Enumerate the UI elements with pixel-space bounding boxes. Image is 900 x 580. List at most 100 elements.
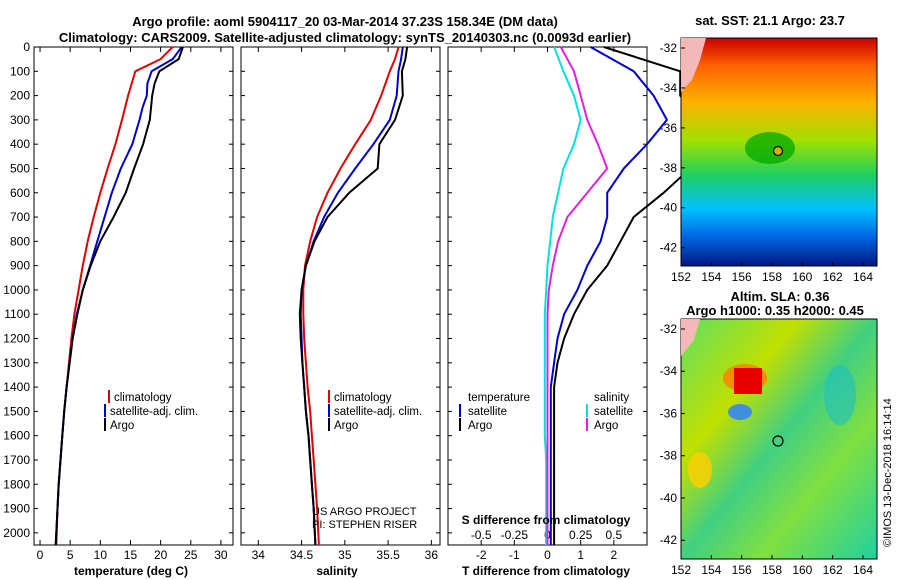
depth-tick-label: 800 bbox=[10, 234, 30, 248]
map-lon-label: 164 bbox=[853, 270, 873, 284]
map-lat-label: -42 bbox=[660, 533, 678, 547]
series-line-satellite-adj-clim- bbox=[299, 46, 404, 546]
sla-peak bbox=[734, 368, 762, 394]
map-lat-label: -32 bbox=[660, 41, 678, 55]
x-tick-label: 20 bbox=[154, 548, 168, 562]
map-lat-label: -42 bbox=[660, 241, 678, 255]
series-line-temperature-argo bbox=[553, 46, 702, 545]
temperature-x-axis: 0 5 10 15 20 25 30 bbox=[37, 47, 228, 562]
s-diff-tick-label: 0.5 bbox=[605, 528, 622, 542]
depth-tick-label: 1400 bbox=[3, 380, 30, 394]
depth-tick-label: 1900 bbox=[3, 502, 30, 516]
series-line-climatology bbox=[55, 46, 174, 546]
series-line-climatology bbox=[302, 46, 400, 546]
imos-watermark: ©IMOS 13-Dec-2018 16:14:14 bbox=[882, 398, 894, 547]
map-lon-label: 162 bbox=[823, 270, 843, 284]
sla-argo-location-marker bbox=[772, 435, 784, 447]
legend-label-climatology: climatology bbox=[114, 392, 172, 404]
map-lat-label: -36 bbox=[660, 121, 678, 135]
map-lat-label: -40 bbox=[660, 201, 678, 215]
series-line-salinity-argo bbox=[546, 46, 609, 545]
series-line-argo bbox=[54, 46, 184, 546]
map-lat-label: -34 bbox=[660, 364, 678, 378]
legend-label-argo: Argo bbox=[334, 420, 358, 432]
map-lon-label: 156 bbox=[732, 563, 752, 577]
title-line-1: Argo profile: aoml 5904117_20 03-Mar-201… bbox=[132, 14, 558, 29]
depth-tick-label: 0 bbox=[23, 40, 30, 54]
salinity-legend: climatology satellite-adj. clim. Argo US… bbox=[312, 390, 422, 531]
map-lat-label: -32 bbox=[660, 322, 678, 336]
x-tick-label: -2 bbox=[476, 548, 487, 562]
depth-tick-label: 600 bbox=[10, 186, 30, 200]
x-tick-label: 15 bbox=[124, 548, 138, 562]
depth-tick-label: 1200 bbox=[3, 332, 30, 346]
depth-tick-label: 2000 bbox=[3, 526, 30, 540]
sst-map-axes: -32 -34 -36 -38 -40 -42 152 154 156 158 160 162 164 bbox=[660, 41, 874, 284]
map-lon-label: 152 bbox=[671, 563, 691, 577]
map-lon-label: 158 bbox=[762, 563, 782, 577]
depth-tick-label: 200 bbox=[10, 89, 30, 103]
sla-map-title-2: Argo h1000: 0.35 h2000: 0.45 bbox=[686, 303, 864, 318]
sla-anomaly-west bbox=[688, 452, 712, 488]
x-tick-label: 0 bbox=[37, 548, 44, 562]
depth-tick-label: 1000 bbox=[3, 283, 30, 297]
sla-map bbox=[680, 318, 878, 560]
temperature-panel-frame bbox=[33, 46, 234, 546]
map-lat-label: -34 bbox=[660, 81, 678, 95]
x-tick-label: 35 bbox=[338, 548, 352, 562]
depth-tick-label: 500 bbox=[10, 161, 30, 175]
depth-tick-label: 1100 bbox=[4, 307, 30, 321]
sla-field bbox=[680, 318, 878, 560]
series-line-argo bbox=[298, 46, 409, 546]
depth-tick-label: 1800 bbox=[3, 477, 30, 491]
depth-tick-label: 100 bbox=[10, 64, 30, 78]
depth-tick-label: 1700 bbox=[3, 453, 30, 467]
map-lat-label: -36 bbox=[660, 406, 678, 420]
x-tick-label: 0 bbox=[544, 548, 551, 562]
sla-low-anomaly bbox=[728, 404, 752, 420]
series-line-salinity-satellite bbox=[543, 46, 582, 545]
x-tick-label: 34 bbox=[252, 548, 266, 562]
difference-x-label: T difference from climatology bbox=[462, 564, 630, 578]
x-tick-label: 25 bbox=[184, 548, 198, 562]
x-tick-label: 35.5 bbox=[376, 548, 400, 562]
legend-label-satellite: satellite-adj. clim. bbox=[110, 406, 198, 418]
map-lon-label: 152 bbox=[671, 270, 691, 284]
depth-tick-label: 300 bbox=[10, 113, 30, 127]
depth-tick-label: 1500 bbox=[3, 404, 30, 418]
sla-land bbox=[681, 319, 700, 356]
series-line-temperature-satellite bbox=[549, 46, 668, 545]
temperature-lines bbox=[54, 46, 184, 546]
depth-axis: 0 100 200 300 400 500 600 700 800 900 1000 1100 1200… bbox=[3, 40, 647, 540]
x-tick-label: 2 bbox=[610, 548, 617, 562]
map-lon-label: 162 bbox=[823, 563, 843, 577]
credit-pi: PI: STEPHEN RISER bbox=[312, 519, 417, 531]
depth-tick-label: 700 bbox=[10, 210, 30, 224]
sla-map-title-1: Altim. SLA: 0.36 bbox=[731, 289, 830, 304]
depth-tick-label: 1300 bbox=[3, 356, 30, 370]
sst-land bbox=[681, 38, 706, 92]
title-line-2: Climatology: CARS2009. Satellite-adjuste… bbox=[59, 30, 631, 45]
map-lat-label: -38 bbox=[660, 449, 678, 463]
map-lon-label: 158 bbox=[762, 270, 782, 284]
depth-tick-label: 900 bbox=[10, 259, 30, 273]
sla-anomaly-east bbox=[824, 365, 856, 425]
depth-tick-label: 1600 bbox=[3, 429, 30, 443]
sst-argo-location-marker bbox=[772, 145, 784, 157]
s-diff-tick-label: -0.5 bbox=[471, 528, 492, 542]
x-tick-label: 1 bbox=[577, 548, 584, 562]
x-tick-label: 5 bbox=[67, 548, 74, 562]
salinity-x-label: salinity bbox=[316, 564, 358, 578]
legend-label-s-satellite: satellite bbox=[594, 406, 633, 418]
legend-label-climatology: climatology bbox=[334, 392, 392, 404]
sst-eddy bbox=[745, 132, 795, 164]
sla-map-axes: -32 -34 -36 -38 -40 -42 152 154 156 158 160 162 164 bbox=[660, 322, 874, 577]
legend-label-satellite: satellite-adj. clim. bbox=[334, 406, 422, 418]
s-diff-tick-label: 0.25 bbox=[569, 528, 593, 542]
legend-title-temperature: temperature bbox=[468, 392, 530, 404]
map-lat-label: -38 bbox=[660, 161, 678, 175]
x-tick-label: 34.5 bbox=[290, 548, 314, 562]
map-lon-label: 154 bbox=[701, 270, 721, 284]
